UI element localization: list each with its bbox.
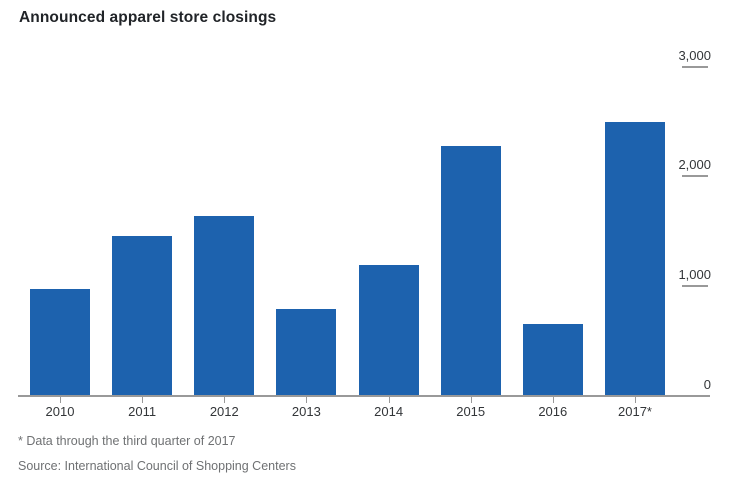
bar-2012 xyxy=(194,215,255,396)
x-axis-tick-label: 2011 xyxy=(128,404,157,419)
bar-2016 xyxy=(522,324,583,396)
bar-2010 xyxy=(30,289,90,396)
x-axis-tick-mark xyxy=(306,397,308,403)
x-axis-tick-mark xyxy=(224,397,226,403)
y-axis-tick-label: 0 xyxy=(703,376,711,392)
x-axis-tick-label: 2017* xyxy=(618,404,652,419)
y-axis-tick-mark xyxy=(682,65,708,68)
footnote-source: Source: International Council of Shoppin… xyxy=(18,459,296,473)
bar-2017 xyxy=(605,121,665,396)
y-axis-tick-mark xyxy=(682,284,708,287)
y-axis-tick-label: 2,000 xyxy=(678,157,711,173)
x-axis-tick-mark xyxy=(142,397,144,403)
x-axis-tick-mark xyxy=(60,397,61,403)
bar-2014 xyxy=(358,265,419,396)
bar-2015 xyxy=(440,145,501,396)
x-axis-tick-label: 2016 xyxy=(538,404,568,419)
bar-2013 xyxy=(276,308,337,396)
footnote-data-note: * Data through the third quarter of 2017 xyxy=(18,434,236,448)
x-axis-tick-mark xyxy=(552,397,554,403)
y-axis-tick-label: 3,000 xyxy=(678,47,711,63)
y-axis-tick-label: 1,000 xyxy=(678,266,711,282)
x-axis-line xyxy=(18,395,710,397)
x-axis-tick-label: 2010 xyxy=(45,404,75,419)
x-axis-tick-mark xyxy=(470,397,472,403)
x-axis-tick-label: 2012 xyxy=(209,404,239,419)
x-axis-tick-label: 2014 xyxy=(374,404,404,419)
x-axis-tick-label: 2015 xyxy=(456,404,486,419)
chart-title: Announced apparel store closings xyxy=(19,9,277,26)
y-axis-tick-mark xyxy=(682,175,708,178)
plot-area: 2010 2011 2012 2013 2014 2015 2016 2017* 0 1,000 2… xyxy=(18,47,711,419)
bar-2011 xyxy=(112,235,173,396)
x-axis-tick-label: 2013 xyxy=(291,404,321,419)
x-axis-tick-mark xyxy=(388,397,390,403)
x-axis-tick-mark xyxy=(635,397,636,403)
